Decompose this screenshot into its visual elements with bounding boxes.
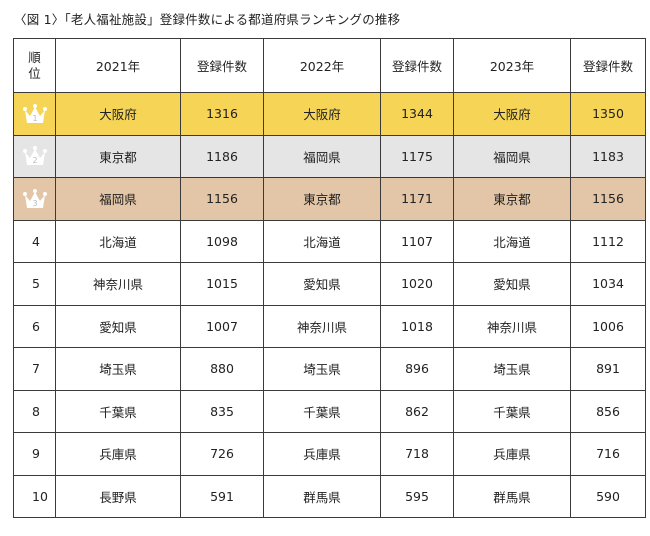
header-rank-top: 順: [28, 49, 41, 65]
table-row: 3 福岡県 1156 東京都 1171 東京都 1156: [13, 177, 646, 221]
ranking-table: 順 位 2021年 登録件数 2022年 登録件数 2023年 登録件数 1 大阪…: [13, 38, 646, 518]
prefecture-2023: 東京都: [453, 177, 571, 221]
table-row: 8 千葉県 835 千葉県 862 千葉県 856: [13, 389, 646, 433]
count-2022: 1175: [380, 134, 454, 178]
count-2022: 862: [380, 389, 454, 433]
prefecture-2022: 千葉県: [263, 389, 381, 433]
header-2023: 2023年: [453, 38, 571, 93]
header-row: 順 位 2021年 登録件数 2022年 登録件数 2023年 登録件数: [13, 38, 646, 93]
prefecture-2021: 愛知県: [55, 304, 181, 348]
svg-text:2: 2: [32, 156, 37, 165]
prefecture-2021: 千葉県: [55, 389, 181, 433]
count-2022: 1020: [380, 262, 454, 306]
header-rank: 順 位: [13, 38, 56, 93]
count-2022: 718: [380, 432, 454, 476]
crown-rank-icon: 1: [22, 103, 47, 123]
count-2023: 1006: [570, 304, 646, 348]
table-row: 6 愛知県 1007 神奈川県 1018 神奈川県 1006: [13, 304, 646, 348]
prefecture-2021: 大阪府: [55, 92, 181, 136]
table-row: 7 埼玉県 880 埼玉県 896 埼玉県 891: [13, 347, 646, 391]
header-2022: 2022年: [263, 38, 381, 93]
prefecture-2022: 兵庫県: [263, 432, 381, 476]
rank-cell: 4: [13, 219, 56, 263]
rank-cell: 1: [13, 92, 56, 136]
count-2021: 1015: [180, 262, 264, 306]
prefecture-2023: 兵庫県: [453, 432, 571, 476]
count-2021: 1007: [180, 304, 264, 348]
count-2021: 1316: [180, 92, 264, 136]
count-2022: 896: [380, 347, 454, 391]
prefecture-2023: 埼玉県: [453, 347, 571, 391]
prefecture-2021: 埼玉県: [55, 347, 181, 391]
rank-cell: 3: [13, 177, 56, 221]
prefecture-2021: 兵庫県: [55, 432, 181, 476]
count-2021: 1156: [180, 177, 264, 221]
prefecture-2022: 東京都: [263, 177, 381, 221]
table-row: 2 東京都 1186 福岡県 1175 福岡県 1183: [13, 134, 646, 178]
prefecture-2022: 大阪府: [263, 92, 381, 136]
table-row: 9 兵庫県 726 兵庫県 718 兵庫県 716: [13, 432, 646, 476]
count-2021: 835: [180, 389, 264, 433]
prefecture-2021: 北海道: [55, 219, 181, 263]
rank-cell: 7: [13, 347, 56, 391]
prefecture-2023: 福岡県: [453, 134, 571, 178]
count-2023: 1183: [570, 134, 646, 178]
count-2021: 880: [180, 347, 264, 391]
rank-cell: 10: [13, 474, 56, 518]
count-2022: 595: [380, 474, 454, 518]
rank-cell: 5: [13, 262, 56, 306]
rank-cell: 9: [13, 432, 56, 476]
count-2022: 1018: [380, 304, 454, 348]
count-2023: 1034: [570, 262, 646, 306]
count-2021: 726: [180, 432, 264, 476]
prefecture-2023: 愛知県: [453, 262, 571, 306]
count-2023: 891: [570, 347, 646, 391]
prefecture-2023: 大阪府: [453, 92, 571, 136]
count-2023: 590: [570, 474, 646, 518]
count-2023: 716: [570, 432, 646, 476]
prefecture-2022: 北海道: [263, 219, 381, 263]
header-count-2022: 登録件数: [380, 38, 454, 93]
count-2021: 591: [180, 474, 264, 518]
header-count-2021: 登録件数: [180, 38, 264, 93]
prefecture-2023: 北海道: [453, 219, 571, 263]
rank-cell: 8: [13, 389, 56, 433]
prefecture-2023: 神奈川県: [453, 304, 571, 348]
prefecture-2021: 福岡県: [55, 177, 181, 221]
prefecture-2022: 埼玉県: [263, 347, 381, 391]
table-row: 10 長野県 591 群馬県 595 群馬県 590: [13, 474, 646, 518]
prefecture-2023: 群馬県: [453, 474, 571, 518]
count-2022: 1107: [380, 219, 454, 263]
table-row: 5 神奈川県 1015 愛知県 1020 愛知県 1034: [13, 262, 646, 306]
prefecture-2023: 千葉県: [453, 389, 571, 433]
prefecture-2022: 福岡県: [263, 134, 381, 178]
svg-text:1: 1: [32, 114, 37, 123]
count-2023: 1112: [570, 219, 646, 263]
rank-cell: 6: [13, 304, 56, 348]
prefecture-2022: 神奈川県: [263, 304, 381, 348]
prefecture-2021: 神奈川県: [55, 262, 181, 306]
header-2021: 2021年: [55, 38, 181, 93]
table-row: 4 北海道 1098 北海道 1107 北海道 1112: [13, 219, 646, 263]
table-row: 1 大阪府 1316 大阪府 1344 大阪府 1350: [13, 92, 646, 136]
crown-rank-icon: 3: [22, 188, 47, 208]
count-2021: 1098: [180, 219, 264, 263]
count-2022: 1344: [380, 92, 454, 136]
count-2023: 1350: [570, 92, 646, 136]
count-2023: 1156: [570, 177, 646, 221]
count-2021: 1186: [180, 134, 264, 178]
rank-cell: 2: [13, 134, 56, 178]
prefecture-2022: 群馬県: [263, 474, 381, 518]
prefecture-2021: 東京都: [55, 134, 181, 178]
count-2023: 856: [570, 389, 646, 433]
prefecture-2022: 愛知県: [263, 262, 381, 306]
count-2022: 1171: [380, 177, 454, 221]
figure-caption: 〈図 1〉「老人福祉施設」登録件数による都道府県ランキングの推移: [14, 12, 401, 27]
header-rank-bottom: 位: [28, 65, 41, 81]
header-count-2023: 登録件数: [570, 38, 646, 93]
svg-text:3: 3: [32, 199, 37, 208]
prefecture-2021: 長野県: [55, 474, 181, 518]
crown-rank-icon: 2: [22, 146, 47, 166]
